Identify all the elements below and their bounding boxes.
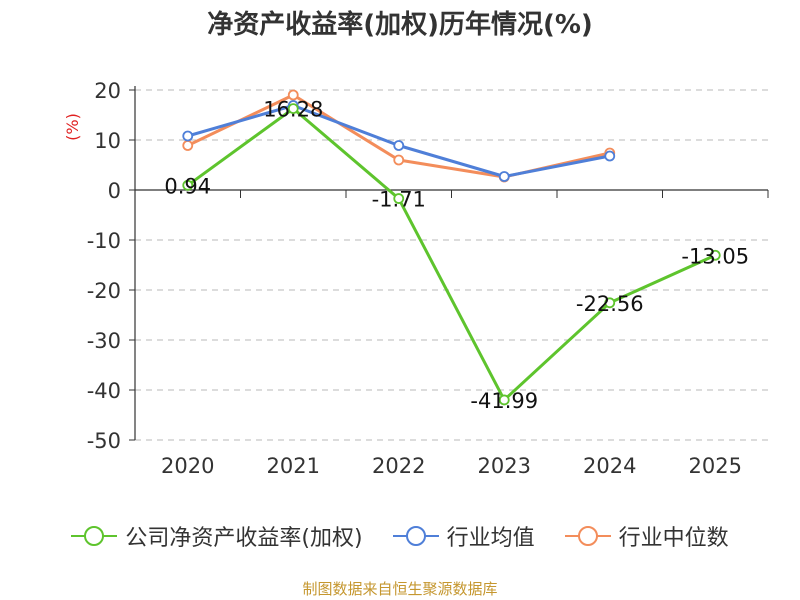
legend-mean-label: 行业均值: [446, 526, 535, 551]
legend-median-icon: [564, 526, 611, 546]
legend-item-industry-mean[interactable]: 行业均值: [392, 520, 535, 552]
data-label: -22.56: [576, 292, 644, 316]
legend-company-label: 公司净资产收益率(加权): [125, 526, 363, 551]
data-point: [182, 130, 194, 142]
data-point: [393, 154, 405, 166]
y-tick-label: -10: [87, 229, 121, 253]
data-label: 16.28: [263, 98, 323, 122]
y-tick-label: 10: [94, 129, 121, 153]
x-tick-label: 2025: [689, 454, 742, 478]
series-layer: [182, 89, 721, 406]
data-point: [287, 103, 299, 114]
axes: 20 10 0 -10 -20 -30 -40 -50 2020 2021 2022 2023 2024…: [87, 79, 769, 478]
data-point: [498, 394, 510, 406]
series-line: [186, 107, 716, 402]
y-tick-label: -40: [87, 379, 121, 403]
y-tick-label: -50: [87, 429, 121, 453]
data-point: [393, 193, 405, 204]
data-point: [287, 89, 299, 101]
x-tick-label: 2024: [583, 454, 636, 478]
data-point: [498, 171, 510, 182]
legend: 公司净资产收益率(加权) 行业均值 行业中位数: [0, 520, 800, 552]
data-point: [709, 249, 721, 261]
legend-item-industry-median[interactable]: 行业中位数: [564, 520, 729, 552]
x-tick-label: 2020: [161, 454, 214, 478]
chart-title: 净资产收益率(加权)历年情况(%): [207, 10, 593, 40]
x-tick-label: 2022: [372, 454, 425, 478]
grid-lines: [135, 89, 768, 441]
data-label: -13.05: [681, 244, 749, 268]
y-tick-label: 20: [94, 79, 121, 103]
data-labels: 0.94 16.28 -1.71 -41.99 -22.56 -13.05: [164, 98, 749, 413]
y-tick-label: 0: [108, 179, 121, 203]
legend-company-icon: [71, 526, 118, 546]
y-tick-label: -20: [87, 279, 121, 303]
data-label: -1.71: [372, 188, 426, 212]
x-tick-label: 2021: [267, 454, 320, 478]
legend-item-company[interactable]: 公司净资产收益率(加权): [71, 520, 363, 552]
data-label: 0.94: [164, 174, 211, 198]
data-point: [604, 150, 616, 162]
data-point: [393, 140, 405, 151]
source-note: 制图数据来自恒生聚源数据库: [302, 580, 498, 598]
data-point: [604, 297, 616, 309]
data-point: [182, 140, 194, 151]
data-point: [182, 179, 194, 191]
legend-median-label: 行业中位数: [618, 526, 729, 551]
legend-mean-icon: [392, 526, 439, 546]
y-axis-label: (%): [63, 113, 82, 141]
data-label: -41.99: [470, 389, 538, 413]
x-tick-label: 2023: [478, 454, 531, 478]
y-tick-label: -30: [87, 329, 121, 353]
